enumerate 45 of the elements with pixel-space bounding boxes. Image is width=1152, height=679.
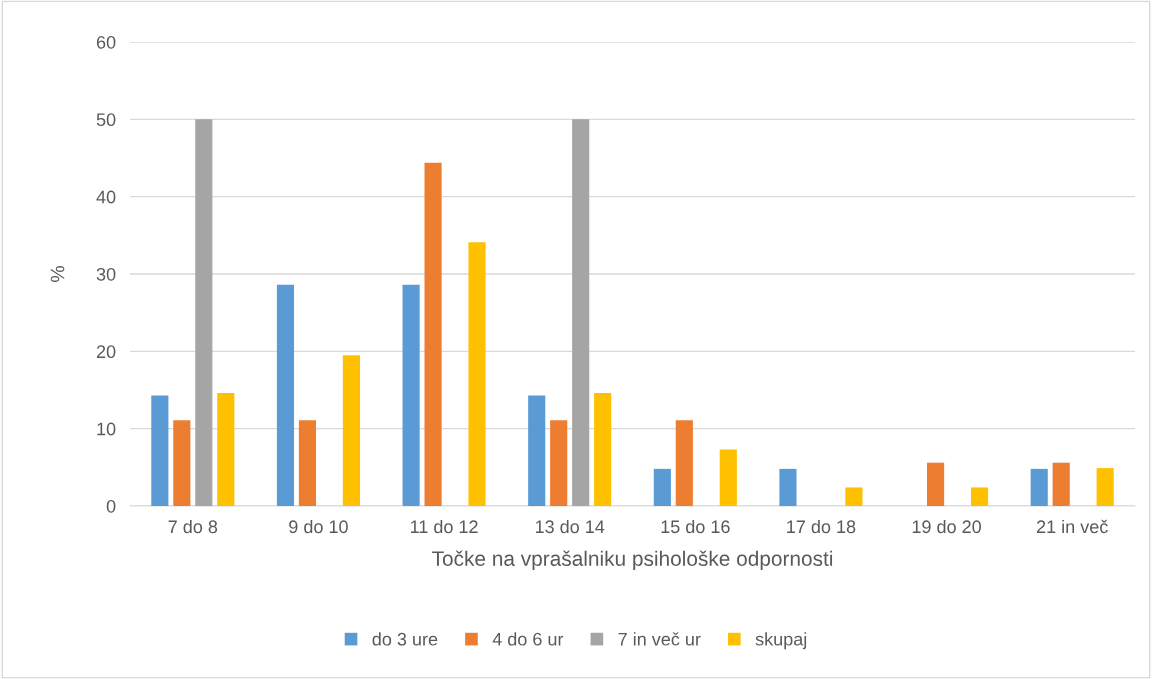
bar (927, 462, 945, 506)
bar (1030, 468, 1048, 506)
bar (719, 449, 737, 506)
bar (217, 393, 235, 506)
x-tick-label: 9 do 10 (289, 519, 348, 534)
bar (675, 420, 693, 506)
bar (298, 420, 317, 506)
y-tick-label: 0 (106, 499, 116, 513)
y-tick-label: 20 (96, 345, 116, 359)
bar (1052, 462, 1070, 506)
legend-label: skupaj (755, 632, 807, 650)
bar (653, 468, 671, 506)
bar (276, 284, 295, 506)
bar (195, 119, 213, 506)
bar (779, 468, 797, 506)
bar (845, 487, 863, 506)
y-tick-label: 30 (96, 267, 116, 281)
bar (572, 119, 590, 506)
bar (550, 420, 568, 506)
y-tick-label: 50 (96, 113, 116, 127)
y-tick-label: 60 (96, 35, 116, 49)
bar (468, 242, 486, 506)
x-tick-label: 21 in več (1036, 519, 1108, 534)
bar (173, 420, 191, 506)
y-tick-label: 10 (97, 422, 116, 436)
legend-label: 7 in več ur (618, 632, 701, 646)
bar (342, 355, 360, 506)
x-tick-label: 17 do 18 (787, 519, 856, 534)
bar (424, 162, 442, 506)
x-tick-label: 19 do 20 (912, 519, 981, 534)
x-axis-title: Točke na vprašalniku psihološke odpornosti (432, 550, 833, 571)
bar (151, 395, 169, 506)
legend-label: do 3 ure (372, 632, 438, 646)
bar (970, 487, 989, 506)
y-axis-title: % (50, 266, 65, 282)
bar (594, 393, 612, 506)
bar (1096, 468, 1114, 506)
x-tick-label: 13 do 14 (535, 519, 605, 534)
x-tick-label: 7 do 8 (168, 519, 218, 534)
x-tick-label: 15 do 16 (661, 519, 730, 534)
legend-label: 4 do 6 ur (492, 632, 564, 646)
x-tick-label: 11 do 12 (410, 519, 478, 534)
bar (528, 395, 546, 506)
bar (402, 284, 420, 506)
y-tick-label: 40 (96, 190, 116, 204)
